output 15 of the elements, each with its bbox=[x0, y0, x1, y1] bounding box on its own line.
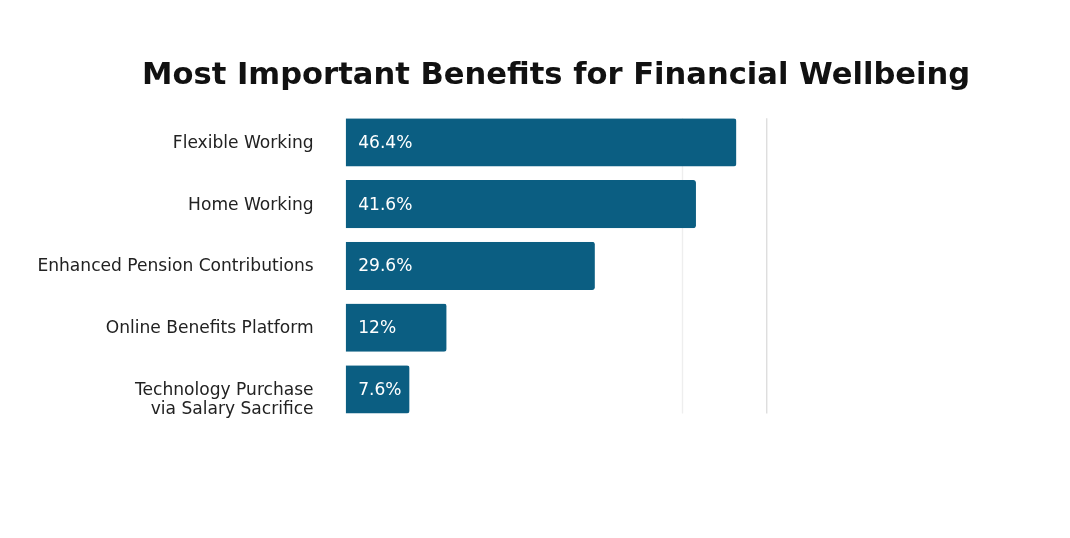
y-tick-label: Flexible Working bbox=[172, 131, 314, 152]
data-label: 41.6% bbox=[358, 193, 413, 214]
bar bbox=[345, 241, 595, 291]
data-label: 46.4% bbox=[358, 131, 413, 152]
y-tick-label: Home Working bbox=[188, 193, 314, 214]
bar bbox=[345, 303, 447, 352]
data-label: 12% bbox=[358, 317, 397, 338]
data-label: 29.6% bbox=[358, 255, 413, 276]
chart-title: Most Important Benefits for Financial Wellbeing bbox=[142, 56, 971, 92]
y-tick-label: Enhanced Pension Contributions bbox=[37, 255, 314, 276]
y-tick-label: Technology Purchase via Salary Sacrifice bbox=[133, 378, 314, 418]
data-label: 7.6% bbox=[358, 378, 402, 399]
bar bbox=[345, 118, 737, 167]
y-tick-label: Online Benefits Platform bbox=[105, 317, 314, 338]
bar bbox=[345, 180, 696, 229]
